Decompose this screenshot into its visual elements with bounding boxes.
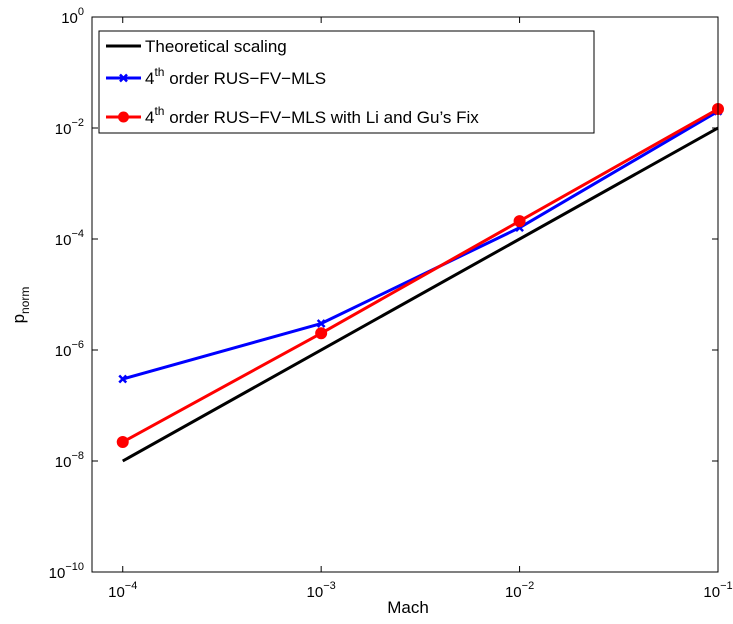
x-tick-label-exp: −1	[720, 580, 733, 592]
legend-entry: Theoretical scaling	[106, 37, 287, 56]
x-tick-label: 10−2	[505, 580, 534, 601]
y-tick-label-base: 10	[55, 232, 72, 249]
x-tick-label-exp: −3	[323, 580, 336, 592]
y-axis-label: pnorm	[9, 287, 32, 324]
x-tick-label-exp: −4	[125, 580, 138, 592]
legend-entry: 4th order RUS−FV−MLS with Li and Gu’s Fi…	[106, 104, 479, 127]
y-tick-label: 10−2	[55, 117, 84, 138]
y-tick-label-base: 10	[61, 10, 78, 27]
y-tick-label-base: 10	[55, 343, 72, 360]
x-axis-label: Mach	[387, 598, 429, 617]
y-tick-label-exp: −10	[65, 561, 84, 573]
y-tick-label-exp: −6	[71, 339, 84, 351]
x-tick-label-base: 10	[505, 584, 522, 601]
legend-label: 4th order RUS−FV−MLS with Li and Gu’s Fi…	[145, 104, 479, 127]
legend-box	[98, 30, 595, 134]
data-point	[116, 435, 129, 448]
y-tick-label: 10−10	[49, 561, 84, 582]
y-axis-label-main: p	[9, 314, 28, 323]
x-tick-label: 10−4	[108, 580, 137, 601]
series-line	[122, 107, 719, 444]
legend-entry: 4th order RUS−FV−MLS	[106, 65, 326, 88]
series-line	[122, 126, 719, 463]
x-tick-label-base: 10	[108, 584, 125, 601]
series-layer	[116, 102, 724, 463]
y-axis-label-sub: norm	[18, 287, 32, 314]
plot-frame	[91, 16, 719, 573]
y-tick-label: 10−8	[55, 450, 84, 471]
y-tick-label-base: 10	[49, 565, 66, 582]
y-tick-label-exp: 0	[78, 6, 84, 18]
svg-text:pnorm: pnorm	[9, 287, 32, 324]
y-tick-label-exp: −8	[71, 450, 84, 462]
x-tick-label: 10−1	[703, 580, 732, 601]
legend: Theoretical scaling 4th order RUS−FV−MLS 4…	[98, 30, 595, 134]
x-tick-label-base: 10	[307, 584, 324, 601]
data-point	[118, 374, 128, 384]
legend-marker	[119, 73, 128, 83]
series-line	[122, 109, 719, 381]
y-tick-label-exp: −2	[71, 117, 84, 129]
y-tick-label: 10−4	[55, 228, 84, 249]
legend-label: 4th order RUS−FV−MLS	[145, 65, 326, 88]
x-tick-label: 10−3	[307, 580, 336, 601]
x-tick-label-exp: −2	[522, 580, 535, 592]
y-tick-label-exp: −4	[71, 228, 84, 240]
y-tick-label: 10−6	[55, 339, 84, 360]
data-point	[316, 319, 326, 328]
data-point	[315, 327, 328, 340]
legend-label: Theoretical scaling	[145, 37, 287, 56]
y-tick-label-base: 10	[55, 454, 72, 471]
y-tick-label: 100	[61, 6, 84, 27]
legend-marker	[118, 111, 129, 123]
y-tick-label-base: 10	[55, 121, 72, 138]
data-point	[513, 215, 526, 228]
x-tick-label-base: 10	[703, 584, 720, 601]
